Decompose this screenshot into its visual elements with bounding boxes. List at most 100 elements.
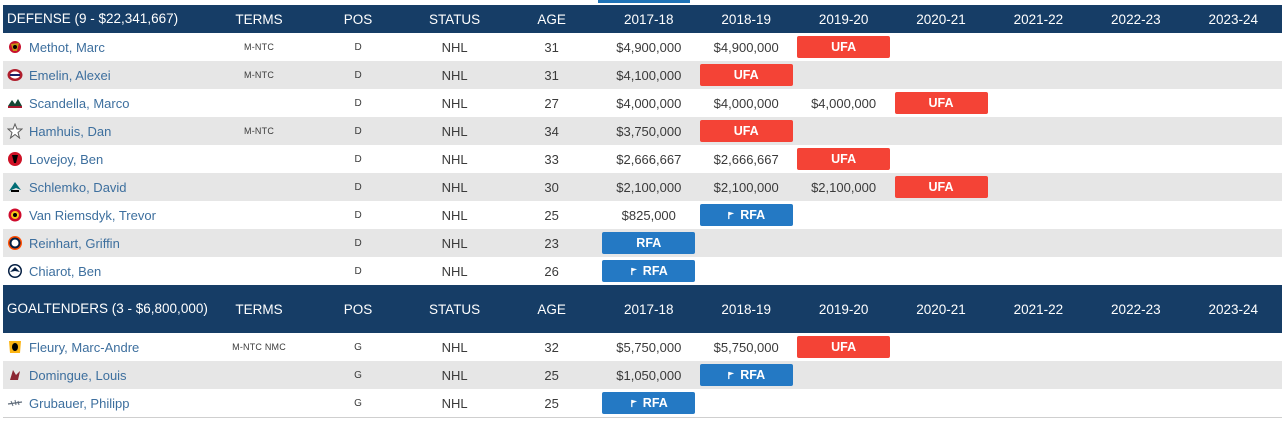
terms-cell xyxy=(208,257,311,285)
player-row[interactable]: Schlemko, David D NHL 30 $2,100,000 $2,100,00… xyxy=(3,173,1282,201)
player-row[interactable]: Domingue, Louis G NHL 25 $1,050,000 RFA xyxy=(3,361,1282,389)
player-row[interactable]: Fleury, Marc-Andre M-NTC NMC G NHL 32 $5,750,… xyxy=(3,333,1282,361)
salary-cell xyxy=(989,117,1088,145)
ufa-badge[interactable]: UFA xyxy=(894,176,988,198)
rfa-badge[interactable]: RFA xyxy=(602,232,696,254)
player-link[interactable]: Grubauer, Philipp xyxy=(29,395,130,411)
col-year[interactable]: 2020-21 xyxy=(892,5,990,33)
salary-value: $4,900,000 xyxy=(616,39,682,55)
col-age[interactable]: AGE xyxy=(503,5,601,33)
salary-cell: $5,750,000 xyxy=(600,333,698,361)
player-row[interactable]: Lovejoy, Ben D NHL 33 $2,666,667 $2,666,667 UF… xyxy=(3,145,1282,173)
salary-cell xyxy=(1184,117,1282,145)
salary-cell xyxy=(1184,333,1282,361)
player-row[interactable]: Chiarot, Ben D NHL 26 RFA xyxy=(3,257,1282,285)
col-year[interactable]: 2022-23 xyxy=(1087,5,1185,33)
col-terms[interactable]: TERMS xyxy=(208,5,311,33)
pos-cell: G xyxy=(310,333,407,361)
player-row[interactable]: Grubauer, Philipp G NHL 25 RFA xyxy=(3,389,1282,418)
status-cell: NHL xyxy=(406,361,504,389)
salary-value: $4,100,000 xyxy=(616,67,682,83)
col-year[interactable]: 2017-18 xyxy=(600,5,698,33)
player-row[interactable]: Van Riemsdyk, Trevor D NHL 25 $825,000 RFA xyxy=(3,201,1282,229)
salary-value: $2,100,000 xyxy=(616,179,682,195)
salary-cell: $4,000,000 xyxy=(600,89,698,117)
salary-cell: $1,050,000 xyxy=(600,361,698,389)
player-link[interactable]: Reinhart, Griffin xyxy=(29,235,120,251)
ufa-badge[interactable]: UFA xyxy=(699,120,793,142)
player-link[interactable]: Emelin, Alexei xyxy=(29,67,111,83)
col-year[interactable]: 2021-22 xyxy=(989,5,1088,33)
player-link[interactable]: Lovejoy, Ben xyxy=(29,151,104,167)
badge-label: RFA xyxy=(642,264,668,278)
col-year[interactable]: 2019-20 xyxy=(794,285,893,333)
player-row[interactable]: Reinhart, Griffin D NHL 23 RFA xyxy=(3,229,1282,257)
col-year[interactable]: 2018-19 xyxy=(697,285,795,333)
rfa-badge[interactable]: RFA xyxy=(602,392,696,414)
player-name-cell: Domingue, Louis xyxy=(3,361,209,389)
salary-cell: $2,100,000 xyxy=(697,173,795,201)
col-year[interactable]: 2020-21 xyxy=(892,285,990,333)
col-year[interactable]: 2023-24 xyxy=(1184,5,1282,33)
salary-cell xyxy=(892,389,990,418)
terms-cell xyxy=(208,389,311,418)
ufa-badge[interactable]: UFA xyxy=(797,336,891,358)
player-row[interactable]: Hamhuis, Dan M-NTC D NHL 34 $3,750,000 UFA xyxy=(3,117,1282,145)
salary-cell xyxy=(1087,333,1185,361)
ufa-badge[interactable]: UFA xyxy=(797,36,891,58)
player-link[interactable]: Domingue, Louis xyxy=(29,367,127,383)
pos-cell: D xyxy=(310,229,407,257)
col-year[interactable]: 2023-24 xyxy=(1184,285,1282,333)
salary-value: $4,000,000 xyxy=(616,95,682,111)
player-link[interactable]: Methot, Marc xyxy=(29,39,105,55)
salary-value: $4,000,000 xyxy=(713,95,779,111)
senators-logo-icon xyxy=(7,39,23,55)
player-link[interactable]: Schlemko, David xyxy=(29,179,127,195)
col-year[interactable]: 2017-18 xyxy=(600,285,698,333)
status-cell: NHL xyxy=(406,61,504,89)
col-year[interactable]: 2019-20 xyxy=(794,5,893,33)
blackhawks-logo-icon xyxy=(7,207,23,223)
age-cell: 23 xyxy=(503,229,601,257)
player-row[interactable]: Emelin, Alexei M-NTC D NHL 31 $4,100,000 UFA xyxy=(3,61,1282,89)
player-link[interactable]: Hamhuis, Dan xyxy=(29,123,112,139)
player-row[interactable]: Scandella, Marco D NHL 27 $4,000,000 $4,000,0… xyxy=(3,89,1282,117)
ufa-badge[interactable]: UFA xyxy=(797,148,891,170)
col-status[interactable]: STATUS xyxy=(406,285,504,333)
rfa-badge[interactable]: RFA xyxy=(699,204,793,226)
salary-cell xyxy=(1087,117,1185,145)
col-year[interactable]: 2022-23 xyxy=(1087,285,1185,333)
status-cell: NHL xyxy=(406,145,504,173)
salary-cell: UFA xyxy=(697,117,795,145)
player-row[interactable]: Methot, Marc M-NTC D NHL 31 $4,900,000 $4,900,… xyxy=(3,33,1282,61)
jets-logo-icon xyxy=(7,263,23,279)
player-link[interactable]: Scandella, Marco xyxy=(29,95,130,111)
ufa-badge[interactable]: UFA xyxy=(699,64,793,86)
player-link[interactable]: Chiarot, Ben xyxy=(29,263,102,279)
salary-cell xyxy=(697,229,795,257)
col-status[interactable]: STATUS xyxy=(406,5,504,33)
col-year[interactable]: 2021-22 xyxy=(989,285,1088,333)
ufa-badge[interactable]: UFA xyxy=(894,92,988,114)
col-pos[interactable]: POS xyxy=(310,285,407,333)
badge-label: UFA xyxy=(831,340,857,354)
age-cell: 32 xyxy=(503,333,601,361)
salary-cell xyxy=(794,257,893,285)
wild-logo-icon xyxy=(7,95,23,111)
salary-cell xyxy=(989,61,1088,89)
salary-cell xyxy=(1087,229,1185,257)
salary-value: $4,900,000 xyxy=(713,39,779,55)
badge-label: UFA xyxy=(928,96,954,110)
player-link[interactable]: Van Riemsdyk, Trevor xyxy=(29,207,156,223)
rfa-badge[interactable]: RFA xyxy=(602,260,696,282)
col-age[interactable]: AGE xyxy=(503,285,601,333)
salary-cell: UFA xyxy=(794,333,893,361)
player-link[interactable]: Fleury, Marc-Andre xyxy=(29,339,140,355)
rfa-badge[interactable]: RFA xyxy=(699,364,793,386)
col-year[interactable]: 2018-19 xyxy=(697,5,795,33)
salary-cell xyxy=(892,257,990,285)
col-pos[interactable]: POS xyxy=(310,5,407,33)
salary-cell: RFA xyxy=(600,257,698,285)
terms-cell xyxy=(208,361,311,389)
col-terms[interactable]: TERMS xyxy=(208,285,311,333)
